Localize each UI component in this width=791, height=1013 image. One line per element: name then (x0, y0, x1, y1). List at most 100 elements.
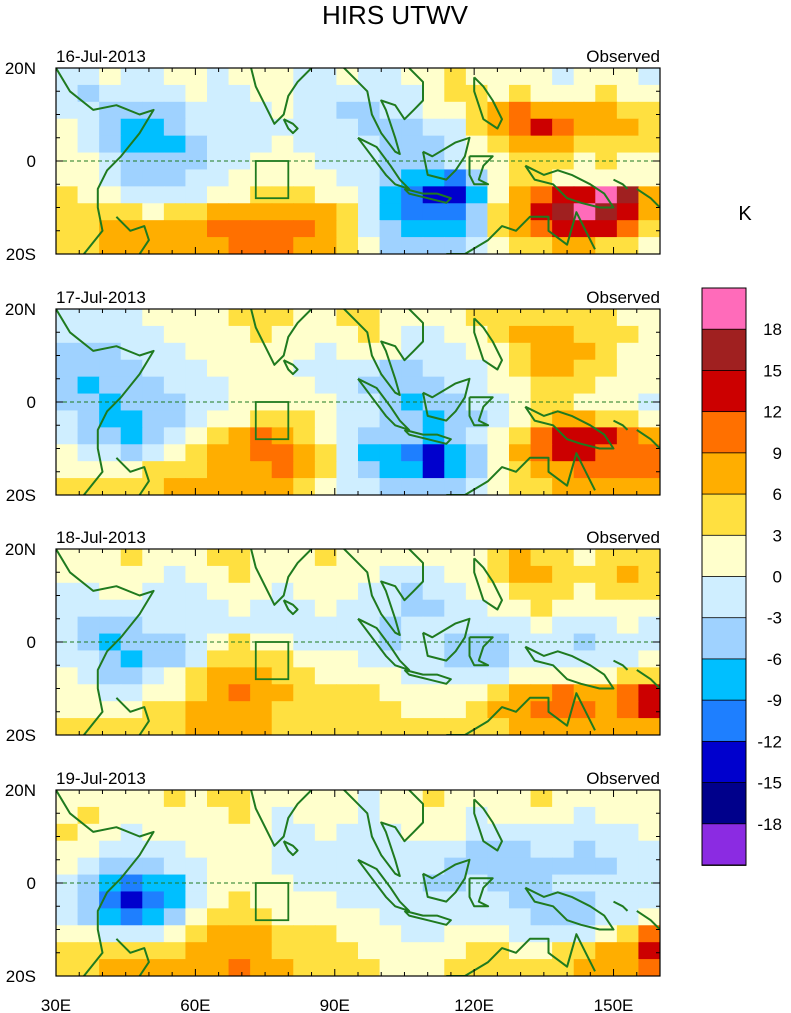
field-cell (509, 650, 532, 668)
field-cell (207, 908, 230, 926)
field-cell (120, 410, 143, 428)
field-cell (358, 599, 381, 618)
field-cell (99, 393, 122, 412)
field-cell (163, 840, 187, 859)
field-cell (185, 891, 208, 909)
field-cell (487, 667, 510, 685)
field-cell (120, 908, 143, 926)
field-cell (595, 101, 618, 120)
coastline (282, 359, 299, 376)
field-cell (336, 359, 359, 378)
field-cell (228, 376, 251, 395)
field-cell (638, 410, 660, 428)
field-cell (163, 633, 187, 652)
field-cell (638, 857, 660, 876)
field-cell (465, 135, 489, 154)
field-cell (163, 684, 187, 702)
field-cell (422, 718, 445, 735)
field-cell (56, 823, 79, 842)
field-cell (379, 84, 402, 103)
field-cell (487, 565, 510, 584)
field-cell (358, 925, 381, 943)
field-cell (573, 325, 596, 344)
x-tick-label: 90E (320, 996, 350, 1013)
field-cell (293, 410, 316, 428)
field-cell (573, 169, 596, 187)
colorbar-swatch (701, 740, 747, 784)
field-cell (530, 549, 553, 567)
field-cell (530, 599, 553, 618)
field-cell (77, 461, 100, 479)
field-cell (56, 633, 79, 652)
field-cell (422, 565, 445, 584)
field-cell (595, 359, 618, 378)
field-cell (616, 599, 640, 618)
field-cell (228, 684, 251, 702)
field-cell (250, 823, 273, 842)
field-cell (401, 152, 424, 171)
field-cell (465, 942, 489, 960)
field-cell (638, 908, 660, 926)
field-cell (465, 461, 489, 479)
field-cell (595, 410, 618, 428)
field-cell (638, 359, 660, 378)
field-cell (530, 101, 553, 120)
field-cell (638, 342, 660, 361)
field-cell (595, 650, 618, 668)
field-cell (163, 220, 187, 238)
field-cell (314, 549, 338, 567)
field-cell (509, 461, 532, 479)
field-cell (56, 718, 79, 735)
field-cell (336, 908, 359, 926)
field-cell (444, 823, 467, 842)
field-cell (271, 203, 294, 221)
field-cell (120, 565, 143, 584)
field-cell (228, 342, 251, 361)
field-cell (77, 667, 100, 685)
field-cell (228, 427, 251, 445)
field-cell (120, 393, 143, 412)
field-cell (509, 891, 532, 909)
field-cell (595, 152, 618, 171)
field-cell (293, 616, 316, 635)
field-cell (207, 186, 230, 204)
field-cell (616, 806, 640, 825)
field-cell (336, 444, 359, 462)
coastline (468, 396, 494, 427)
field-cell (616, 325, 640, 344)
coastline (56, 549, 155, 735)
field-cell (487, 203, 510, 221)
field-cell (185, 478, 208, 495)
field-cell (120, 84, 143, 103)
x-tick-label: 150E (594, 996, 634, 1013)
field-cell (163, 667, 187, 685)
field-cell (207, 478, 230, 495)
field-cell (358, 237, 381, 254)
field-cell (250, 325, 273, 344)
coastline (446, 933, 596, 976)
field-cell (336, 667, 359, 685)
field-cell (379, 68, 402, 86)
field-cell (271, 309, 294, 327)
field-cell (422, 393, 445, 412)
field-cell (552, 823, 575, 842)
field-cell (595, 118, 618, 137)
field-cell (509, 203, 532, 221)
field-cell (358, 908, 381, 926)
field-cell (465, 427, 489, 445)
field-cell (142, 68, 165, 86)
field-cell (616, 650, 640, 668)
field-cell (336, 874, 359, 893)
field-cell (444, 325, 467, 344)
field-cell (207, 203, 230, 221)
coastline (403, 187, 452, 204)
field-cell (379, 908, 402, 926)
field-cell (314, 444, 338, 462)
field-cell (530, 806, 553, 825)
field-cell (616, 616, 640, 635)
field-cell (163, 68, 187, 86)
field-cell (358, 342, 381, 361)
field-cell (120, 220, 143, 238)
field-cell (358, 667, 381, 685)
field-cell (638, 891, 660, 909)
